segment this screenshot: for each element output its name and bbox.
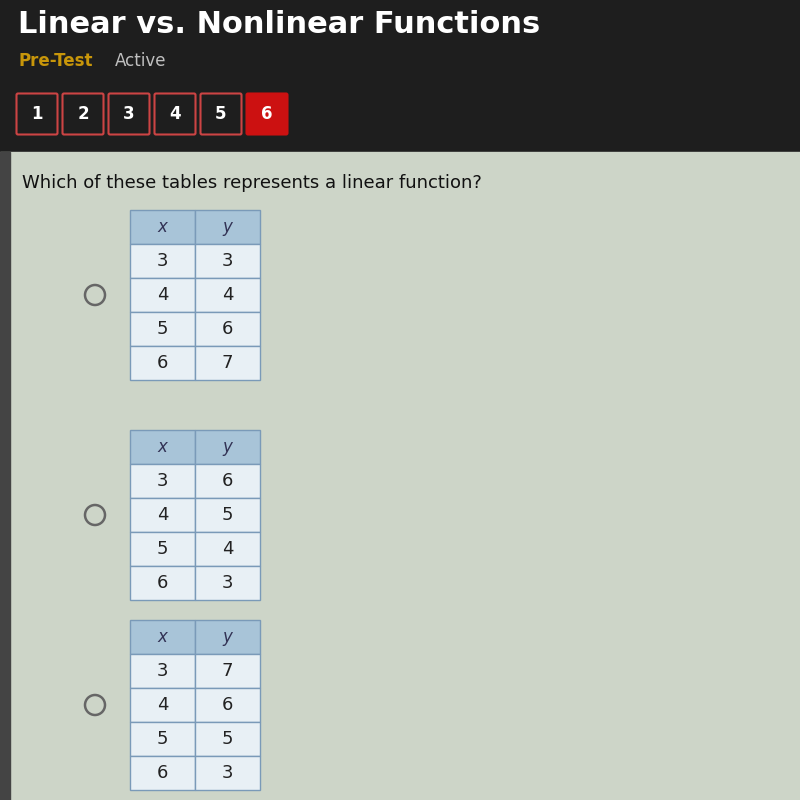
Text: 5: 5: [157, 730, 168, 748]
Text: 3: 3: [157, 252, 168, 270]
Text: 3: 3: [157, 472, 168, 490]
Bar: [195, 620, 260, 654]
Text: 1: 1: [31, 105, 42, 123]
Text: 5: 5: [215, 105, 226, 123]
Bar: [195, 498, 260, 532]
Text: 7: 7: [222, 662, 234, 680]
Text: 5: 5: [222, 506, 234, 524]
Bar: [130, 244, 195, 278]
Text: y: y: [222, 628, 233, 646]
Bar: [130, 498, 195, 532]
Text: 4: 4: [157, 286, 168, 304]
Text: 3: 3: [157, 662, 168, 680]
Bar: [195, 532, 260, 566]
Bar: [195, 756, 260, 790]
Bar: [130, 756, 195, 790]
Text: 7: 7: [222, 354, 234, 372]
FancyBboxPatch shape: [201, 94, 242, 134]
Text: Active: Active: [115, 52, 166, 70]
Text: 4: 4: [157, 696, 168, 714]
Text: x: x: [158, 628, 167, 646]
Bar: [130, 532, 195, 566]
Bar: [195, 210, 260, 244]
FancyBboxPatch shape: [246, 94, 287, 134]
Text: x: x: [158, 218, 167, 236]
Bar: [195, 244, 260, 278]
Text: y: y: [222, 218, 233, 236]
Bar: [130, 654, 195, 688]
Text: 2: 2: [77, 105, 89, 123]
Text: 4: 4: [157, 506, 168, 524]
Text: 3: 3: [222, 764, 234, 782]
Text: 6: 6: [222, 320, 233, 338]
Text: 6: 6: [157, 574, 168, 592]
Text: 3: 3: [222, 574, 234, 592]
Bar: [195, 654, 260, 688]
Bar: [130, 620, 195, 654]
Text: 5: 5: [157, 540, 168, 558]
Bar: [130, 722, 195, 756]
Text: 4: 4: [169, 105, 181, 123]
FancyBboxPatch shape: [62, 94, 103, 134]
Bar: [195, 688, 260, 722]
Bar: [195, 346, 260, 380]
Bar: [130, 278, 195, 312]
Bar: [130, 566, 195, 600]
Text: 6: 6: [157, 354, 168, 372]
Bar: [130, 688, 195, 722]
FancyBboxPatch shape: [17, 94, 58, 134]
Text: 6: 6: [222, 696, 233, 714]
Text: Linear vs. Nonlinear Functions: Linear vs. Nonlinear Functions: [18, 10, 540, 39]
Text: Pre-Test: Pre-Test: [18, 52, 93, 70]
Bar: [130, 430, 195, 464]
Bar: [195, 278, 260, 312]
Text: 4: 4: [222, 540, 234, 558]
Text: 6: 6: [157, 764, 168, 782]
Text: 6: 6: [262, 105, 273, 123]
Text: 3: 3: [222, 252, 234, 270]
Text: 4: 4: [222, 286, 234, 304]
FancyBboxPatch shape: [109, 94, 150, 134]
Text: 6: 6: [222, 472, 233, 490]
Text: x: x: [158, 438, 167, 456]
Bar: [195, 566, 260, 600]
Bar: [195, 722, 260, 756]
Bar: [195, 430, 260, 464]
Text: 5: 5: [157, 320, 168, 338]
Bar: [130, 464, 195, 498]
FancyBboxPatch shape: [154, 94, 195, 134]
Text: 5: 5: [222, 730, 234, 748]
Text: y: y: [222, 438, 233, 456]
Bar: [130, 210, 195, 244]
Bar: [195, 312, 260, 346]
Text: Which of these tables represents a linear function?: Which of these tables represents a linea…: [22, 174, 482, 192]
Bar: [130, 312, 195, 346]
Bar: [195, 464, 260, 498]
Bar: [0, 152, 10, 800]
Bar: [130, 346, 195, 380]
Bar: [0, 152, 800, 800]
Text: 3: 3: [123, 105, 135, 123]
Bar: [0, 0, 800, 185]
